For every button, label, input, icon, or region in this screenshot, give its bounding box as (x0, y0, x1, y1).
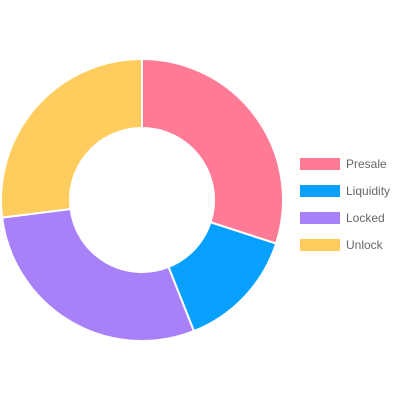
donut-slice-presale[interactable] (141, 57, 284, 245)
legend-label: Presale (346, 156, 387, 171)
legend-swatch (300, 238, 340, 251)
legend-swatch (300, 184, 340, 197)
legend-item-liquidity[interactable]: Liquidity (300, 177, 400, 204)
donut-slice-unlock[interactable] (0, 57, 143, 219)
chart-legend: Presale Liquidity Locked Unlock (300, 150, 400, 258)
legend-item-presale[interactable]: Presale (300, 150, 400, 177)
legend-label: Liquidity (346, 183, 391, 198)
legend-swatch (300, 157, 340, 170)
legend-item-unlock[interactable]: Unlock (300, 231, 400, 258)
legend-label: Locked (346, 210, 385, 225)
donut-slice-locked[interactable] (0, 207, 196, 342)
legend-item-locked[interactable]: Locked (300, 204, 400, 231)
legend-swatch (300, 211, 340, 224)
legend-label: Unlock (346, 237, 383, 252)
